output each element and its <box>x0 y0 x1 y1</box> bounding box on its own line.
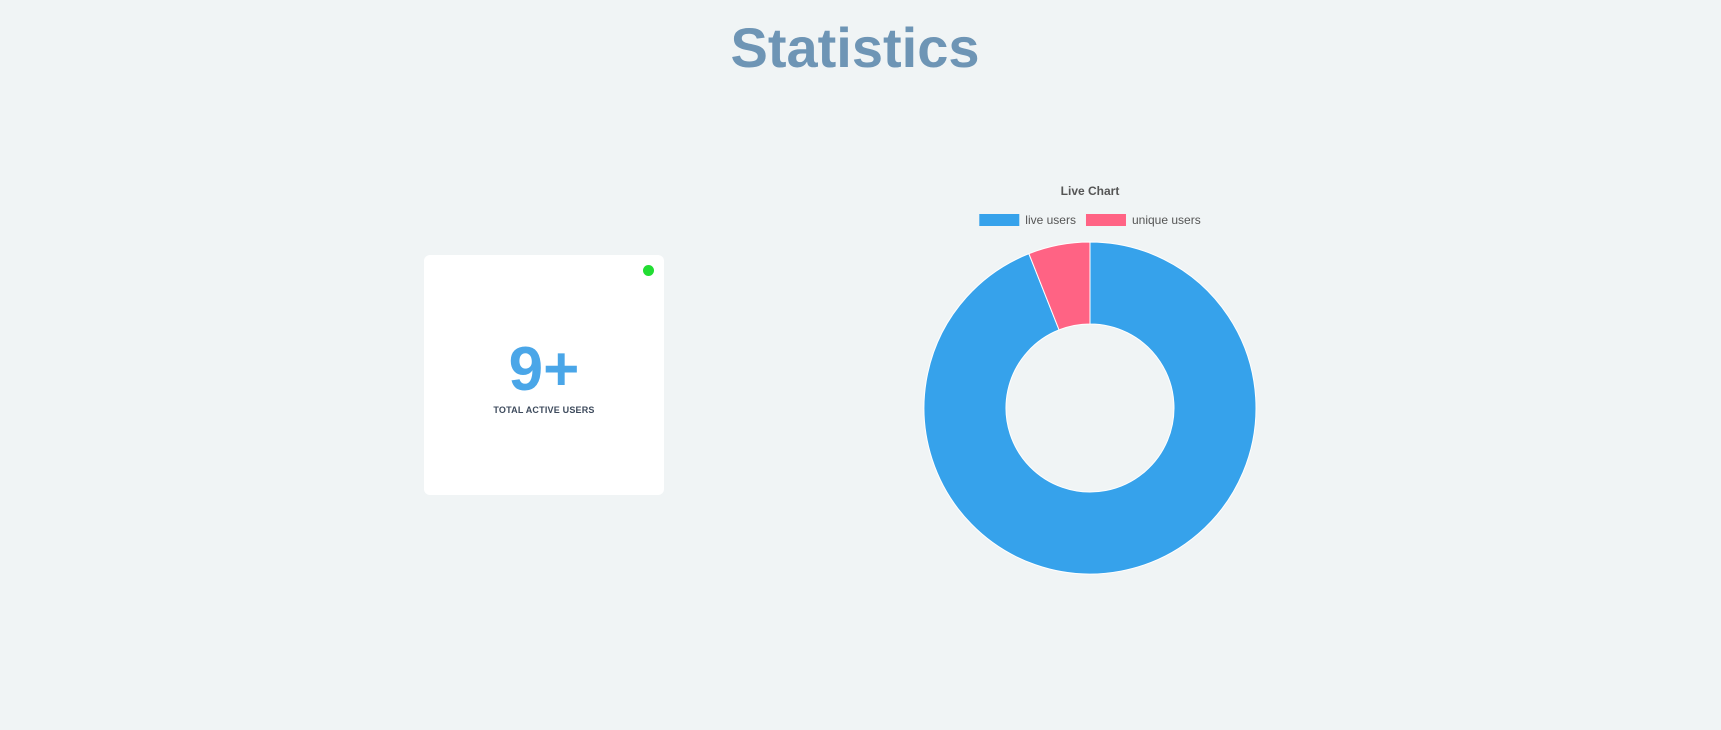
legend-swatch-live-users[interactable] <box>979 214 1020 226</box>
legend-swatch-unique-users[interactable] <box>1085 214 1126 226</box>
active-users-count: 9+ <box>508 335 580 404</box>
live-chart-svg: Live Chart live users unique users <box>923 184 1257 575</box>
live-status-indicator <box>643 265 654 276</box>
live-chart: Live Chart live users unique users <box>880 170 1300 590</box>
page-title: Statistics <box>730 16 980 79</box>
chart-slices <box>923 241 1257 575</box>
slice-live-users[interactable] <box>923 241 1257 575</box>
active-users-card: 9+ TOTAL ACTIVE USERS <box>424 255 664 495</box>
active-users-label: TOTAL ACTIVE USERS <box>493 405 595 415</box>
chart-title: Live Chart <box>1061 184 1120 198</box>
legend-label-unique-users[interactable]: unique users <box>1132 213 1201 227</box>
slice-unique-users[interactable] <box>1028 241 1091 331</box>
chart-legend: live users unique users <box>979 213 1201 227</box>
legend-label-live-users[interactable]: live users <box>1025 213 1076 227</box>
